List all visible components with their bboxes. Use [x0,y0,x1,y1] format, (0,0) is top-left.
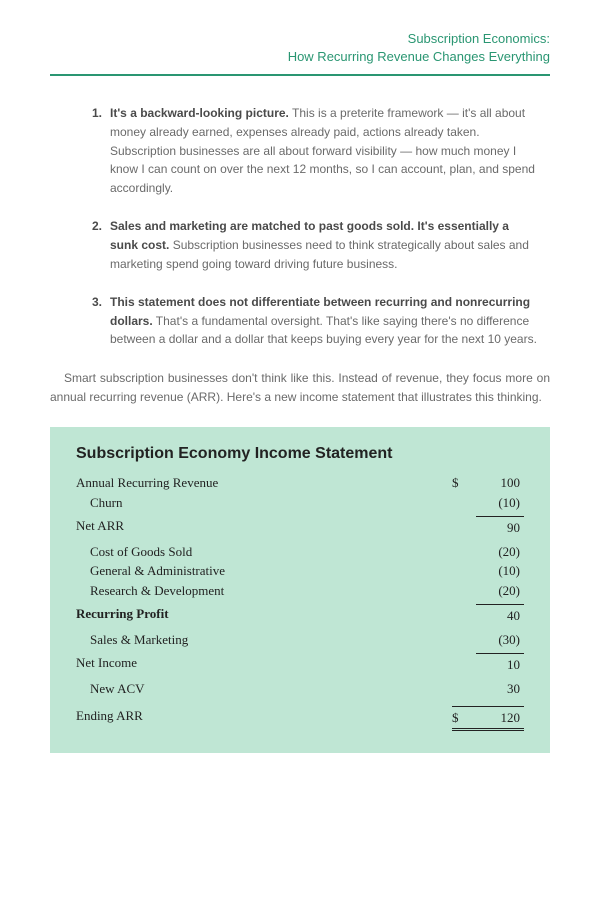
cell-currency [452,604,476,626]
cell-value: (20) [476,581,524,601]
row-endingarr: Ending ARR $ 120 [76,706,524,731]
cell-label: Research & Development [76,581,452,601]
cell-currency [452,493,476,513]
list-lead: It's a backward-looking picture. [110,106,289,120]
cell-value: 90 [476,516,524,538]
list-body: That's a fundamental oversight. That's l… [110,314,537,347]
row-arr: Annual Recurring Revenue $ 100 [76,473,524,493]
row-rd: Research & Development (20) [76,581,524,601]
cell-value: 120 [476,706,524,731]
cell-label: General & Administrative [76,561,452,581]
cell-label: Recurring Profit [76,604,452,626]
cell-value: (10) [476,493,524,513]
cell-value: 30 [476,679,524,699]
cell-currency: $ [452,706,476,731]
list-body: Subscription businesses need to think st… [110,238,529,271]
cell-currency [452,653,476,675]
row-netincome: Net Income 10 [76,653,524,675]
cell-value: 10 [476,653,524,675]
cell-currency [452,581,476,601]
header-line2: How Recurring Revenue Changes Everything [50,48,550,66]
cell-value: (20) [476,542,524,562]
page-header: Subscription Economics: How Recurring Re… [50,30,550,76]
list-number: 3. [92,293,102,312]
row-netarr: Net ARR 90 [76,516,524,538]
cell-label: Net ARR [76,516,452,538]
row-sm: Sales & Marketing (30) [76,630,524,650]
cell-label: Net Income [76,653,452,675]
cell-currency [452,542,476,562]
cell-value: (10) [476,561,524,581]
list-item-2: 2. Sales and marketing are matched to pa… [110,217,540,273]
cell-label: Annual Recurring Revenue [76,473,452,493]
cell-label: Sales & Marketing [76,630,452,650]
income-statement-table: Subscription Economy Income Statement An… [50,427,550,753]
numbered-list: 1. It's a backward-looking picture. This… [50,104,550,349]
list-item-3: 3. This statement does not differentiate… [110,293,540,349]
row-newacv: New ACV 30 [76,679,524,699]
row-recurring-profit: Recurring Profit 40 [76,604,524,626]
cell-currency: $ [452,473,476,493]
cell-label: Churn [76,493,452,513]
body-paragraph: Smart subscription businesses don't thin… [50,369,550,407]
header-line1: Subscription Economics: [50,30,550,48]
list-number: 1. [92,104,102,123]
list-number: 2. [92,217,102,236]
cell-currency [452,630,476,650]
cell-currency [452,679,476,699]
spacer [76,698,524,706]
cell-currency [452,561,476,581]
row-cogs: Cost of Goods Sold (20) [76,542,524,562]
cell-value: 40 [476,604,524,626]
cell-currency [452,516,476,538]
cell-label: Cost of Goods Sold [76,542,452,562]
cell-value: 100 [476,473,524,493]
row-churn: Churn (10) [76,493,524,513]
list-item-1: 1. It's a backward-looking picture. This… [110,104,540,197]
row-ga: General & Administrative (10) [76,561,524,581]
cell-label: New ACV [76,679,452,699]
cell-label: Ending ARR [76,706,452,731]
cell-value: (30) [476,630,524,650]
statement-title: Subscription Economy Income Statement [76,445,524,463]
